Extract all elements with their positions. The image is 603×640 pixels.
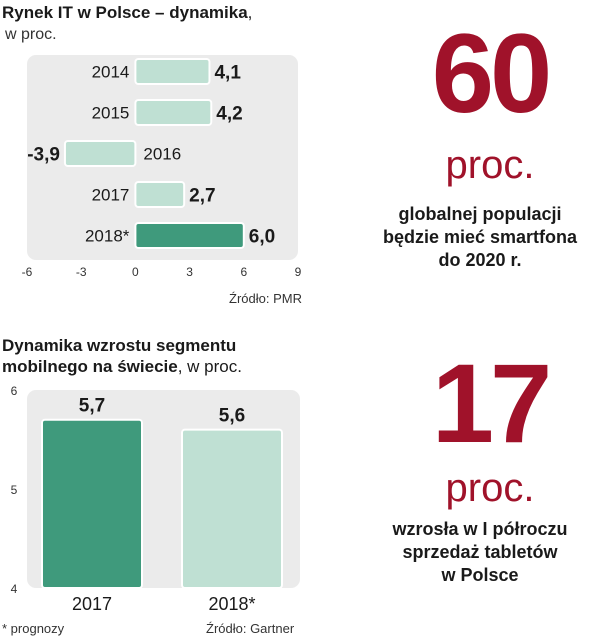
x-tick-label: 0 [132,265,139,279]
bar [63,140,137,167]
y-tick-label: 5 [11,483,18,497]
chart1-horizontal-bars: 2014 4,1 2015 4,2 2016 -3,9 2017 2,7 2018* 6,0 -6 -… [22,55,302,279]
chart1-title-bold: Rynek IT w Polsce – dynamika [2,3,248,22]
data-label: 5,7 [79,396,105,417]
category-label: 2015 [92,104,130,123]
stat1-number: 60 [431,11,553,136]
chart1-panel [27,55,298,260]
category-label: 2016 [143,145,181,164]
chart2-source: Źródło: Gartner [206,621,295,636]
chart2-title: Dynamika wzrostu segmentu mobilnego na ś… [2,335,302,377]
stat1-unit: proc. [445,143,535,187]
data-label: 4,1 [214,63,241,84]
stat1-line2: będzie mieć smartfona [382,227,578,247]
y-tick-label: 4 [11,582,18,596]
chart1-subtitle: w proc. [5,26,57,43]
data-label: 6,0 [249,227,275,248]
x-tick-label: 9 [295,265,302,279]
stat2-number: 17 [431,341,553,466]
category-label: 2017 [72,594,112,614]
data-label: 2,7 [189,186,215,207]
data-label: 5,6 [219,406,245,427]
x-tick-label: 3 [186,265,193,279]
x-tick-label: -3 [76,265,87,279]
category-label: 2018* [85,227,130,246]
chart1-source: Źródło: PMR [229,291,302,306]
chart1-title-rest: , [247,3,253,22]
category-label: 2018* [208,594,255,614]
x-tick-label: -6 [22,265,33,279]
stat1-line1: globalnej populacji [398,204,562,224]
bar [41,418,143,590]
data-label: 4,2 [216,104,242,125]
chart2-title-line1: Dynamika wzrostu segmentu [2,336,237,355]
data-label: -3,9 [27,145,60,166]
stat2-unit: proc. [445,466,535,510]
category-label: 2014 [92,63,130,82]
stat2-line1: wzrosła w I półroczu [392,519,568,539]
chart2-title-line2-rest: , w proc. [177,357,242,376]
chart2-vertical-bars: 4 5 6 5,7 2017 5,6 2018* [11,384,300,614]
chart2-title-line2-bold: mobilnego na świecie [2,357,178,376]
bar [134,181,186,208]
category-label: 2017 [92,186,130,205]
bar [181,428,283,589]
bar [134,58,211,85]
bar [134,222,245,249]
stat1-line3: do 2020 r. [438,250,522,270]
chart2-footnote: * prognozy [2,621,65,636]
chart1-title: Rynek IT w Polsce – dynamika, [2,2,252,23]
stat1-description: globalnej populacji będzie mieć smartfon… [360,203,600,272]
stat2-line2: sprzedaż tabletów [402,542,558,562]
stat2-description: wzrosła w I półroczu sprzedaż tabletów w… [360,518,600,587]
bar [134,99,213,126]
stat2-line3: w Polsce [441,565,519,585]
x-tick-label: 6 [240,265,247,279]
y-tick-label: 6 [11,384,18,398]
